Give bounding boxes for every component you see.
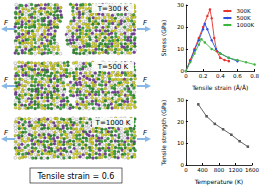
svg-text:F: F — [143, 129, 148, 137]
svg-text:0: 0 — [184, 73, 188, 79]
svg-text:F: F — [143, 76, 148, 84]
svg-text:0.8: 0.8 — [250, 73, 259, 79]
svg-text:F: F — [4, 76, 9, 84]
svg-text:800: 800 — [214, 167, 225, 173]
svg-text:10: 10 — [177, 140, 184, 146]
svg-text:0: 0 — [184, 167, 188, 173]
svg-text:0.4: 0.4 — [216, 73, 225, 79]
svg-text:20: 20 — [177, 24, 184, 30]
svg-text:Temperature (K): Temperature (K) — [194, 178, 244, 186]
svg-text:F: F — [4, 19, 9, 27]
svg-text:F: F — [4, 129, 9, 137]
svg-text:0: 0 — [180, 68, 184, 75]
svg-text:0: 0 — [180, 162, 184, 169]
svg-text:Tensile strength (GPa): Tensile strength (GPa) — [160, 100, 168, 167]
svg-text:20: 20 — [177, 119, 184, 125]
svg-text:400: 400 — [197, 167, 208, 173]
svg-text:T=300 K: T=300 K — [97, 5, 129, 13]
svg-text:1600: 1600 — [245, 167, 259, 173]
svg-text:1000K: 1000K — [236, 22, 254, 28]
svg-text:500K: 500K — [236, 15, 250, 21]
svg-text:0.2: 0.2 — [199, 73, 208, 79]
svg-text:T=500 K: T=500 K — [97, 63, 129, 71]
svg-text:Tensile strain = 0.6: Tensile strain = 0.6 — [37, 172, 115, 181]
svg-text:Tensile strain (Å/Å): Tensile strain (Å/Å) — [191, 84, 248, 91]
svg-text:30: 30 — [177, 2, 184, 8]
svg-text:Stress (GPa): Stress (GPa) — [160, 20, 167, 57]
svg-text:T=1000 K: T=1000 K — [95, 119, 131, 127]
svg-text:10: 10 — [177, 46, 184, 52]
svg-text:30: 30 — [177, 97, 184, 103]
svg-text:1200: 1200 — [228, 167, 242, 173]
svg-text:0.6: 0.6 — [233, 73, 242, 79]
svg-text:300K: 300K — [236, 8, 250, 14]
svg-text:F: F — [143, 19, 148, 27]
